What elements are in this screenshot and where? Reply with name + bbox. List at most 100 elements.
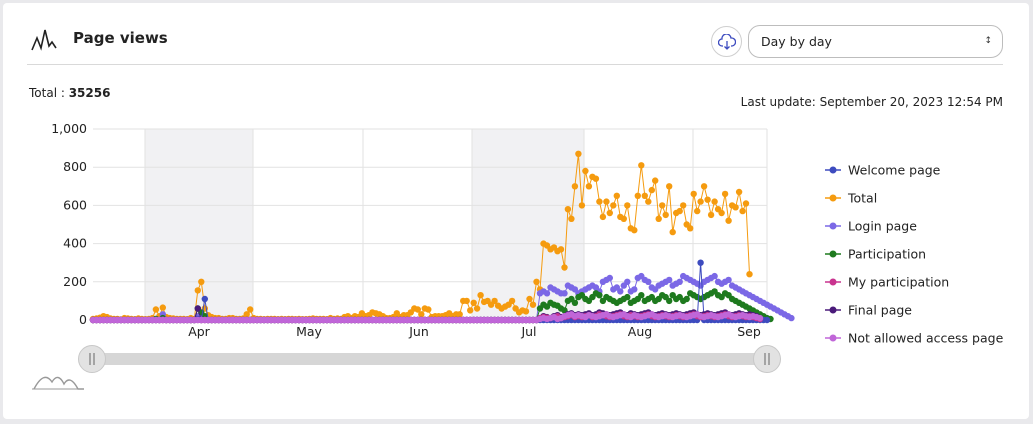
data-point [456,311,463,318]
data-point [467,307,474,314]
data-point [659,202,666,209]
legend-marker [829,306,837,314]
data-point [522,308,530,315]
data-point [564,206,572,213]
header-divider [27,64,1003,65]
data-point [711,198,718,205]
data-point [491,297,498,305]
data-point [725,217,732,224]
data-point [599,213,607,221]
data-point [533,278,540,285]
data-point [152,306,160,313]
total-value: 35256 [68,86,111,100]
x-tick-label: Aug [628,324,652,339]
x-tick-label: May [296,324,322,339]
total-label: Total : [29,86,69,100]
last-update: Last update: September 20, 2023 12:54 PM [740,95,1003,109]
x-tick-label: Jun [408,324,429,339]
data-point [568,215,575,222]
overview-icon [33,376,84,390]
data-point [676,278,683,285]
legend-marker [829,166,837,174]
data-point [575,150,582,157]
data-point [634,192,641,199]
data-point [718,209,725,217]
shaded-band [472,129,584,320]
period-select-value: Day by day [761,34,832,49]
data-point [624,202,631,209]
data-point [198,278,205,285]
y-tick-label: 600 [63,197,87,212]
legend-item[interactable]: Total [847,191,877,206]
data-point [662,211,669,219]
data-point [247,306,254,313]
legend-item[interactable]: Welcome page [848,163,941,178]
legend-item[interactable]: Participation [848,247,926,262]
data-point [697,198,704,205]
data-point [666,276,673,284]
range-slider-handle[interactable] [78,345,106,373]
data-point [641,192,648,199]
data-point [676,207,683,215]
data-point [721,190,729,198]
legend-marker [829,250,837,258]
data-point [613,192,620,199]
data-point [414,306,421,313]
download-button[interactable] [711,26,742,57]
range-slider-track[interactable] [92,353,767,365]
data-point [561,264,568,271]
data-point [683,295,690,303]
data-point [763,316,771,324]
data-point [666,183,673,190]
data-point [624,293,631,301]
legend-item[interactable]: Final page [848,303,912,318]
data-point [194,287,201,294]
legend-item[interactable]: My participation [848,275,949,290]
data-point [582,167,589,175]
data-point [243,311,250,318]
data-point [418,311,425,318]
data-point [690,190,697,198]
y-tick-label: 800 [63,159,87,174]
data-point [666,297,673,305]
data-point [201,295,208,303]
data-point [585,183,593,190]
data-point [624,278,631,285]
cloud-download-icon [717,33,736,50]
page-title: Page views [73,29,168,47]
data-point [571,299,579,306]
data-point [694,207,701,215]
data-point [742,200,750,207]
data-point [680,202,687,209]
data-point [697,259,704,266]
y-tick-label: 1,000 [51,121,87,136]
data-point [707,211,715,219]
data-point [606,209,613,217]
data-point [746,271,753,278]
data-point [704,196,711,203]
legend-marker [829,194,837,202]
data-point [788,314,795,322]
data-point [638,162,645,169]
legend-item[interactable]: Not allowed access page [848,331,1004,346]
data-point [655,215,662,222]
legend-item[interactable]: Login page [848,219,917,234]
data-point [578,202,586,209]
data-point [652,177,659,184]
data-point [603,198,610,205]
data-point [700,183,708,190]
data-point [631,286,638,293]
period-select[interactable]: Day by day ↕ [748,25,1003,58]
data-point [508,297,516,305]
data-point [463,297,470,305]
x-tick-label: Jul [520,324,536,339]
data-point [194,305,201,312]
data-point [732,204,739,211]
data-point [543,290,551,297]
legend-marker [829,334,837,342]
data-point [526,295,533,303]
data-point [425,306,432,313]
range-slider-handle[interactable] [753,345,781,373]
line-chart-icon [31,29,57,51]
